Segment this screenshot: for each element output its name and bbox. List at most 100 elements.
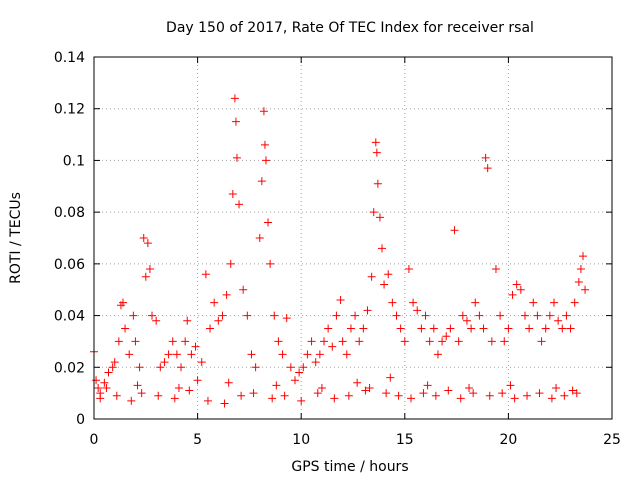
- data-point: [135, 363, 144, 372]
- data-point: [423, 381, 432, 390]
- data-point: [462, 316, 471, 325]
- data-point: [112, 391, 121, 400]
- data-point: [469, 389, 478, 398]
- data-point: [479, 324, 488, 333]
- data-point: [549, 298, 558, 307]
- data-point: [371, 138, 380, 147]
- data-point: [456, 394, 465, 403]
- data-point: [315, 350, 324, 359]
- data-point: [110, 358, 119, 367]
- data-point: [444, 386, 453, 395]
- y-tick-label: 0.1: [63, 153, 85, 169]
- data-point: [419, 389, 428, 398]
- data-point: [222, 290, 231, 299]
- data-point: [125, 350, 134, 359]
- data-point: [572, 389, 581, 398]
- data-point: [392, 311, 401, 320]
- y-tick-label: 0.12: [54, 102, 85, 118]
- data-point: [139, 234, 148, 242]
- data-point: [156, 363, 165, 372]
- data-point: [375, 213, 384, 222]
- data-point: [100, 378, 109, 387]
- data-point: [187, 350, 196, 359]
- x-tick-label: 15: [396, 432, 414, 448]
- data-point: [330, 394, 339, 403]
- data-point: [372, 148, 381, 157]
- data-point: [319, 337, 328, 346]
- data-point: [96, 394, 105, 403]
- data-point: [537, 337, 546, 346]
- data-point: [574, 277, 583, 286]
- data-point: [226, 259, 235, 268]
- data-point: [127, 396, 136, 405]
- data-point: [274, 337, 283, 346]
- data-point: [506, 381, 515, 390]
- data-point: [92, 376, 101, 385]
- data-point: [355, 337, 364, 346]
- data-point: [429, 324, 438, 333]
- data-point: [172, 350, 181, 359]
- data-point: [220, 399, 229, 408]
- data-point: [351, 311, 360, 320]
- data-point: [257, 177, 266, 186]
- data-point: [342, 350, 351, 359]
- data-point: [465, 383, 474, 392]
- data-point: [417, 324, 426, 333]
- data-point: [94, 383, 103, 392]
- data-point: [512, 280, 521, 289]
- x-axis-ticks: 0 5 10 15 20 25: [90, 57, 621, 448]
- data-point: [160, 358, 169, 367]
- data-point: [380, 280, 389, 289]
- data-point: [328, 342, 337, 351]
- data-point: [270, 311, 279, 320]
- data-point: [508, 290, 517, 299]
- data-point: [454, 337, 463, 346]
- data-point: [268, 394, 277, 403]
- data-point: [396, 324, 405, 333]
- data-point: [369, 208, 378, 217]
- data-point: [303, 350, 312, 359]
- data-point: [255, 234, 264, 242]
- data-point: [367, 272, 376, 281]
- data-point: [148, 311, 157, 320]
- y-tick-label: 0.06: [54, 257, 85, 273]
- data-point: [251, 363, 260, 372]
- data-point: [260, 140, 269, 149]
- data-point: [313, 389, 322, 398]
- data-point: [533, 311, 542, 320]
- data-point: [299, 363, 308, 372]
- data-point: [529, 298, 538, 307]
- data-point: [560, 391, 569, 400]
- data-point: [498, 389, 507, 398]
- data-point: [239, 285, 248, 294]
- data-point: [520, 311, 529, 320]
- data-point: [143, 239, 152, 248]
- data-point: [438, 337, 447, 346]
- data-point: [272, 381, 281, 390]
- data-point: [407, 394, 416, 403]
- data-point: [554, 316, 563, 325]
- x-tick-label: 25: [603, 432, 621, 448]
- data-point: [547, 394, 556, 403]
- data-point: [297, 396, 306, 405]
- data-point: [152, 316, 161, 325]
- data-point: [154, 391, 163, 400]
- data-point: [164, 350, 173, 359]
- y-tick-label: 0: [76, 412, 85, 428]
- chart-title: Day 150 of 2017, Rate Of TEC Index for r…: [166, 20, 534, 36]
- data-point: [278, 350, 287, 359]
- data-point: [491, 265, 500, 274]
- data-point: [496, 311, 505, 320]
- data-point: [121, 324, 130, 333]
- data-point: [280, 391, 289, 400]
- y-tick-label: 0.04: [54, 309, 85, 325]
- data-point: [384, 270, 393, 279]
- data-point: [231, 117, 240, 126]
- data-point: [442, 332, 451, 341]
- data-point: [282, 314, 291, 323]
- data-point: [409, 298, 418, 307]
- data-point: [119, 298, 128, 307]
- data-point: [394, 391, 403, 400]
- y-tick-label: 0.08: [54, 205, 85, 221]
